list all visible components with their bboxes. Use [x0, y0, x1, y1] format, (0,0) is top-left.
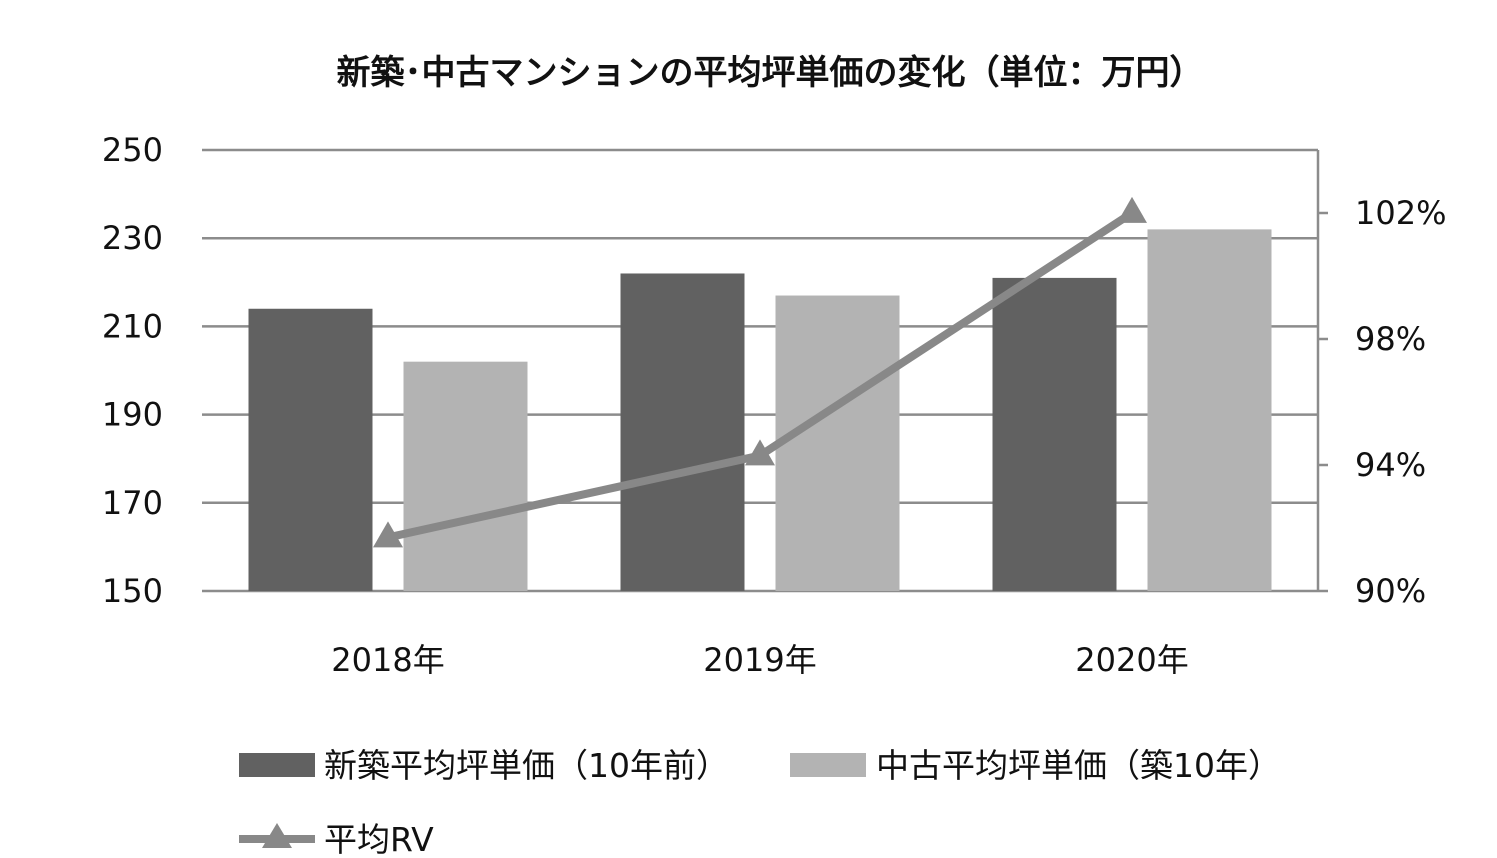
legend-swatch-new	[239, 753, 315, 777]
y-tick-label: 210	[102, 307, 163, 345]
y2-tick-label: 94%	[1355, 446, 1426, 484]
legend-label-used: 中古平均坪単価（築10年）	[876, 746, 1281, 785]
y2-tick-label: 102%	[1355, 194, 1446, 232]
rv-point-marker	[373, 521, 403, 548]
y2-tick-label: 98%	[1355, 320, 1426, 358]
x-tick-label: 2018年	[331, 641, 444, 679]
bar-new	[248, 308, 373, 591]
axis-layer: 150 170 190 210 230 250 90% 94% 98% 102% 2018年 2019…	[102, 131, 1447, 679]
bar-layer	[248, 229, 1272, 591]
bar-new	[620, 273, 745, 591]
bar-used	[1147, 229, 1272, 591]
chart-title: 新築･中古マンションの平均坪単価の変化（単位：万円）	[337, 53, 1204, 93]
bar-used	[403, 361, 528, 591]
legend-swatch-used	[790, 753, 866, 777]
bar-new	[992, 277, 1117, 591]
legend-label-rv: 平均RV	[324, 820, 434, 858]
y-tick-label: 170	[102, 484, 163, 522]
y-tick-label: 250	[102, 131, 163, 169]
line-layer	[373, 196, 1147, 548]
grid-layer	[202, 148, 1318, 593]
legend-label-new: 新築平均坪単価（10年前）	[324, 746, 729, 785]
bar-used	[775, 295, 900, 591]
x-tick-label: 2020年	[1075, 641, 1188, 679]
legend: 新築平均坪単価（10年前） 中古平均坪単価（築10年） 平均RV	[239, 746, 1281, 858]
y-tick-label: 190	[102, 396, 163, 434]
rv-point-marker	[1117, 196, 1147, 223]
rv-point-marker	[745, 439, 775, 466]
y2-tick-label: 90%	[1355, 572, 1426, 610]
y-tick-label: 150	[102, 572, 163, 610]
legend-swatch-rv-marker	[262, 823, 292, 848]
x-tick-label: 2019年	[703, 641, 816, 679]
y-tick-label: 230	[102, 219, 163, 257]
